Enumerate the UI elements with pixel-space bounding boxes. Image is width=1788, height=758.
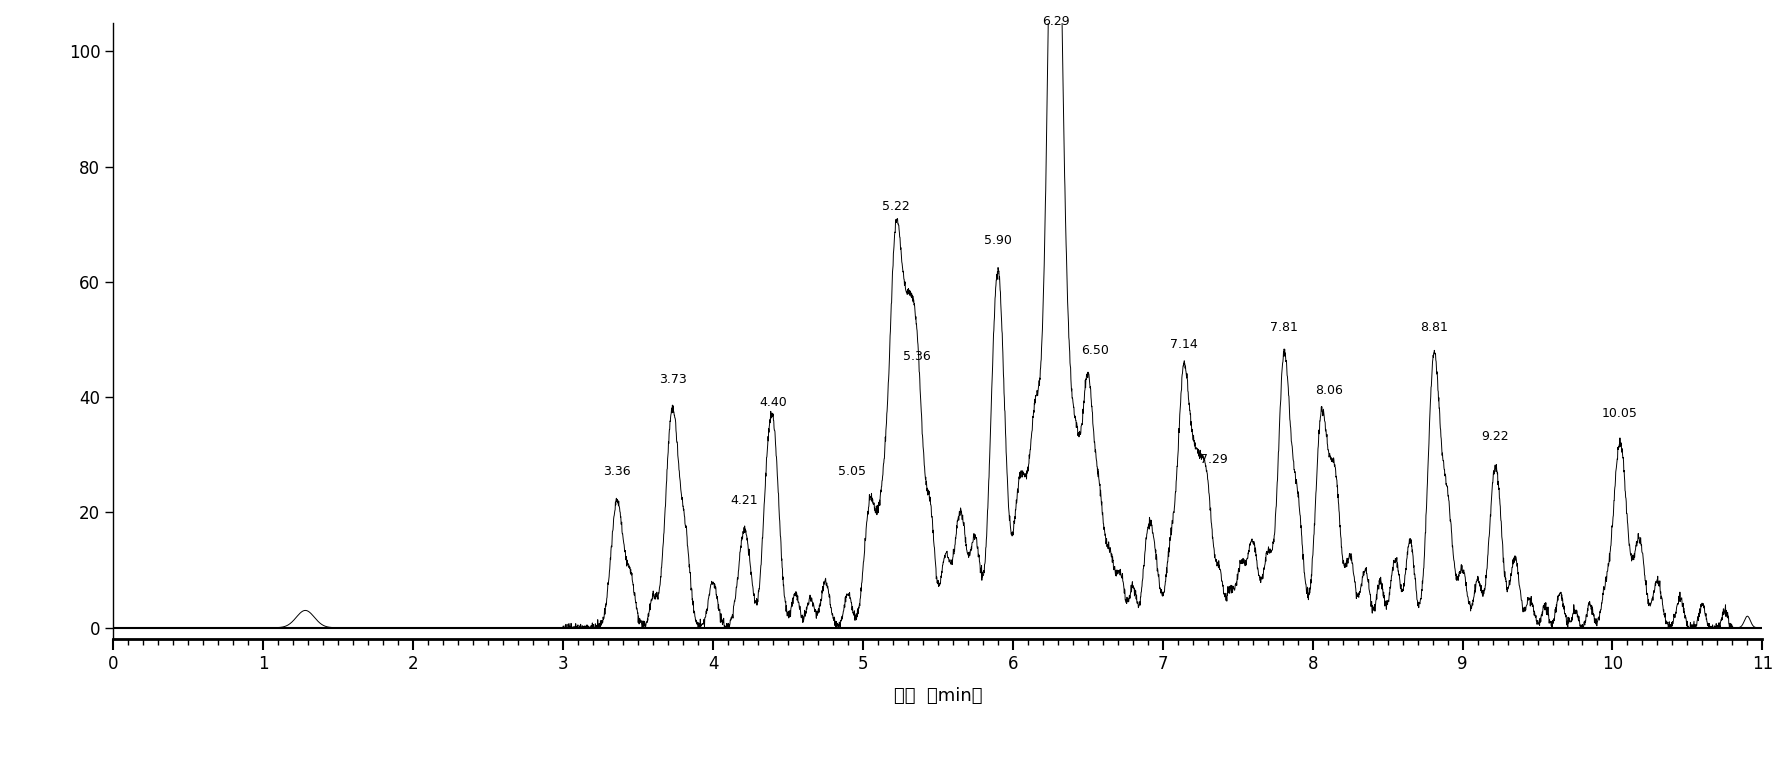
Text: 3.73: 3.73 <box>658 373 687 386</box>
Text: 4.40: 4.40 <box>760 396 787 409</box>
Text: 5.36: 5.36 <box>903 349 932 362</box>
Text: 4.21: 4.21 <box>731 493 758 506</box>
Text: 9.22: 9.22 <box>1482 431 1509 443</box>
Text: 7.81: 7.81 <box>1269 321 1298 334</box>
Text: 7.14: 7.14 <box>1169 338 1198 351</box>
Text: 8.06: 8.06 <box>1316 384 1343 397</box>
Text: 3.36: 3.36 <box>603 465 631 478</box>
Text: 7.29: 7.29 <box>1200 453 1228 466</box>
Text: 6.29: 6.29 <box>1042 15 1071 28</box>
Text: 6.50: 6.50 <box>1082 344 1109 357</box>
Text: 5.22: 5.22 <box>881 200 910 213</box>
Text: 5.05: 5.05 <box>839 465 867 478</box>
Text: 8.81: 8.81 <box>1420 321 1448 334</box>
Text: 5.90: 5.90 <box>983 234 1012 247</box>
Text: 10.05: 10.05 <box>1602 407 1638 420</box>
X-axis label: 时间  （min）: 时间 （min） <box>894 687 982 705</box>
